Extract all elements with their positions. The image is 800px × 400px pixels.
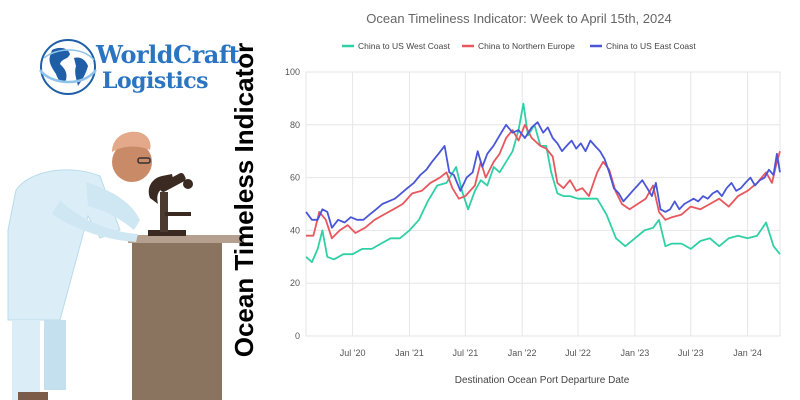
head	[112, 142, 152, 182]
x-tick-label: Jan '21	[395, 348, 424, 358]
leg-left	[12, 320, 40, 400]
x-axis: Jul '20 Jan '21 Jul '21 Jan '22 Jul '22 Jan '…	[340, 348, 762, 358]
desk-top	[128, 235, 244, 243]
lab-coat-arm	[86, 182, 140, 230]
y-axis: 0 20 40 60 80 100	[285, 67, 300, 341]
microscope-icon	[148, 172, 193, 236]
series-line-2	[306, 123, 781, 240]
x-tick-label: Jul '20	[340, 348, 366, 358]
lab-coat	[7, 169, 121, 321]
x-tick-label: Jan '24	[733, 348, 762, 358]
side-title: Ocean Timeless Indicator	[229, 42, 259, 358]
y-tick-label: 0	[295, 331, 300, 341]
chart-grid	[305, 71, 781, 337]
globe-orbit	[38, 69, 97, 84]
series-line-3	[305, 121, 781, 229]
x-axis-label: Destination Ocean Port Departure Date	[455, 375, 630, 386]
desk-body	[132, 243, 222, 400]
hair	[112, 131, 151, 152]
x-tick-label: Jan '23	[620, 348, 649, 358]
globe-land-americas	[49, 47, 70, 83]
brand-name-line-1: WorldCraft	[96, 40, 240, 69]
x-tick-label: Jul '23	[678, 348, 704, 358]
chart-legend: China to US West Coast China to Northern …	[342, 41, 696, 51]
y-tick-label: 60	[290, 173, 300, 183]
x-tick-label: Jan '22	[508, 348, 537, 358]
glasses	[137, 157, 151, 164]
chart-series	[305, 102, 781, 263]
x-tick-label: Jul '21	[452, 348, 478, 358]
x-tick-label: Jul '22	[565, 348, 591, 358]
legend-label: China to Northern Europe	[478, 41, 575, 51]
globe-orbit-2	[43, 49, 95, 61]
chart-title: Ocean Timeliness Indicator: Week to Apri…	[366, 11, 671, 26]
scientist-microscope-illustration	[7, 131, 244, 400]
brand-name-line-2: Logistics	[102, 68, 209, 94]
y-tick-label: 40	[290, 225, 300, 235]
company-logo	[38, 39, 97, 95]
globe-land-africa	[74, 57, 88, 86]
legend-label: China to US West Coast	[358, 41, 451, 51]
series-line-1	[305, 102, 781, 263]
ocean-timeliness-chart: Ocean Timeliness Indicator: Week to Apri…	[285, 11, 781, 386]
y-tick-label: 20	[290, 278, 300, 288]
y-tick-label: 80	[290, 120, 300, 130]
legend-label: China to US East Coast	[606, 41, 696, 51]
y-tick-label: 100	[285, 67, 300, 77]
shoe	[18, 392, 48, 400]
arm-reach	[52, 200, 138, 242]
leg-right	[44, 320, 66, 390]
